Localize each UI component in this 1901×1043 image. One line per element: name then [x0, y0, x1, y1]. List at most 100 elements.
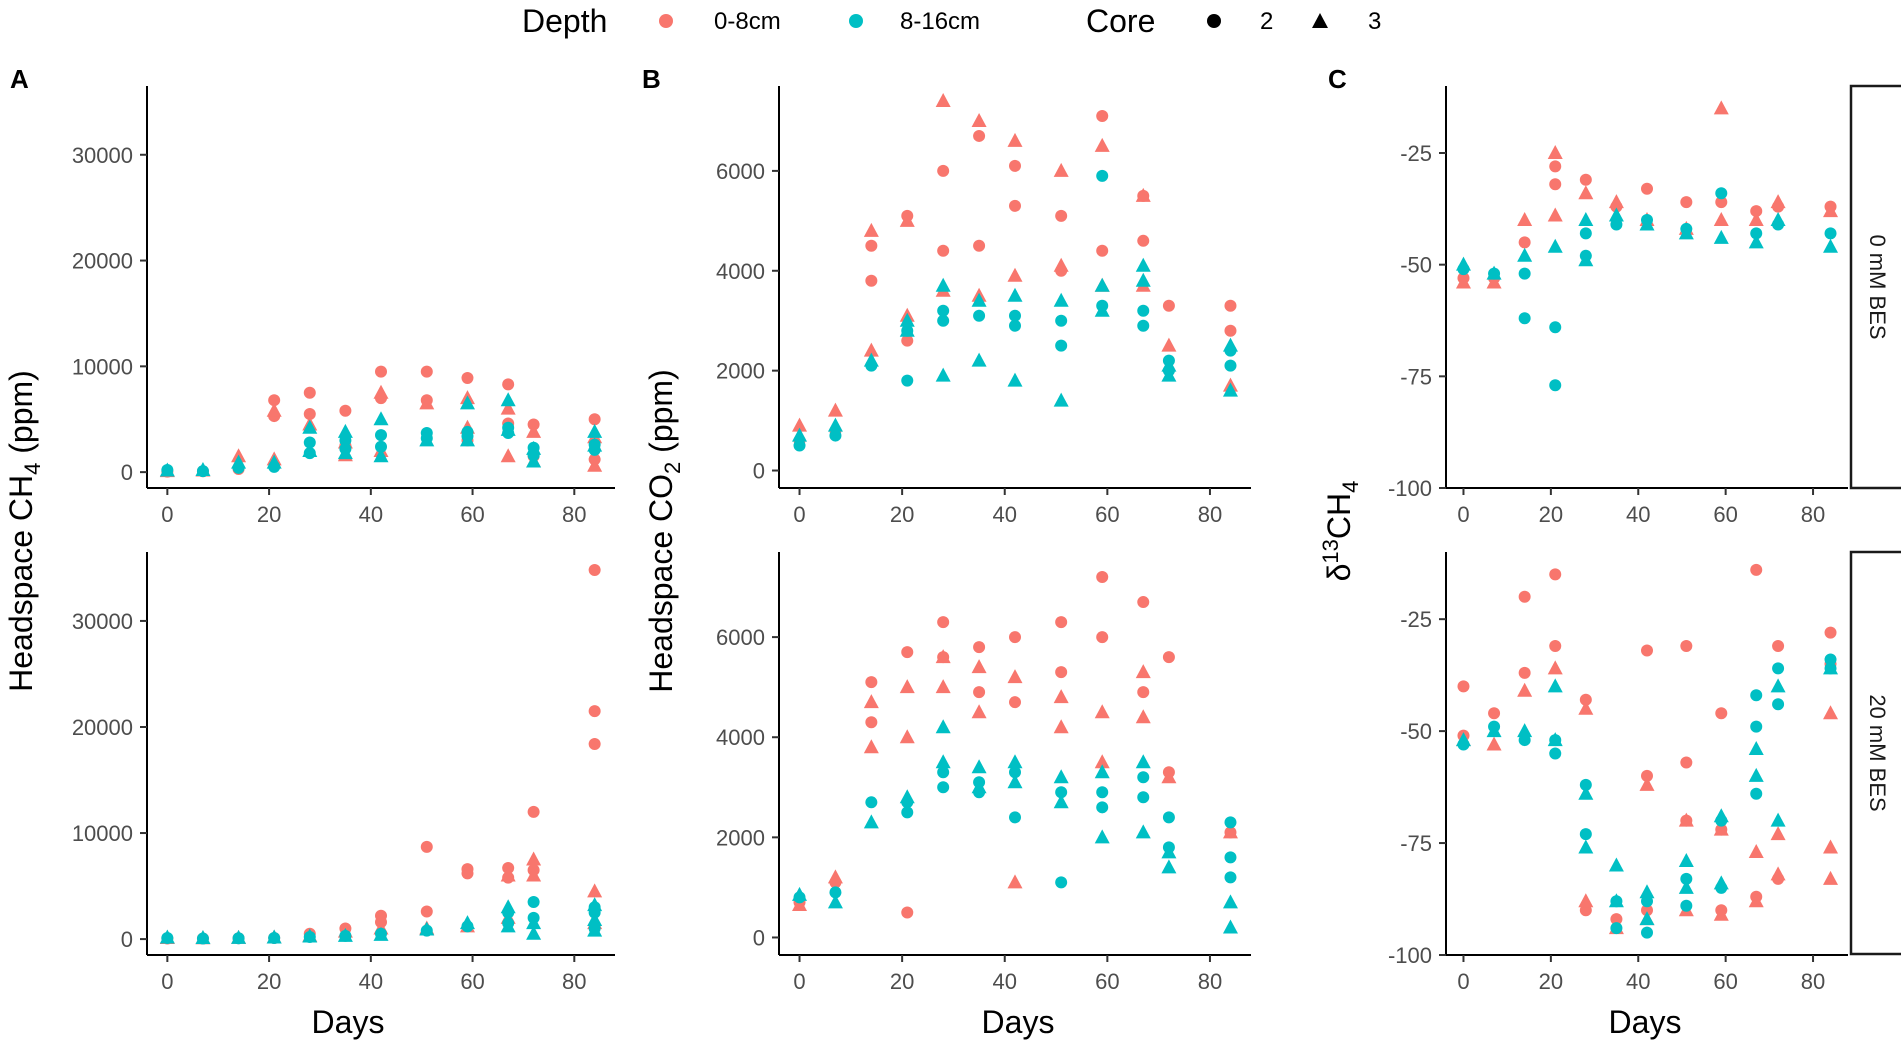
data-point-triangle — [159, 462, 175, 477]
x-tick-label-c-0mm: 80 — [1801, 502, 1825, 527]
data-point-triangle — [971, 659, 987, 674]
x-tick-label-b-20mm: 40 — [992, 969, 1016, 994]
data-point-circle — [303, 436, 316, 449]
data-point-circle — [1715, 196, 1728, 209]
y-tick-label-b-20mm: 6000 — [716, 625, 765, 650]
x-tick-label-a-0mm: 40 — [359, 502, 383, 527]
data-point-triangle — [1678, 852, 1694, 867]
data-point-triangle — [1517, 212, 1533, 226]
data-point-triangle — [373, 411, 389, 426]
data-point-triangle — [1770, 194, 1786, 209]
data-point-circle — [1772, 640, 1785, 653]
legend-label-0-8cm: 0-8cm — [714, 8, 781, 35]
data-point-circle — [1772, 662, 1785, 675]
data-point-triangle — [1678, 879, 1694, 894]
data-point-circle — [1579, 693, 1592, 706]
data-point-triangle — [159, 929, 175, 944]
data-point-triangle — [1748, 844, 1764, 859]
x-tick-label-c-0mm: 0 — [1457, 502, 1469, 527]
data-point-triangle — [1007, 754, 1023, 769]
legend-swatch-core-3 — [1312, 13, 1328, 28]
data-point-triangle — [1713, 808, 1729, 823]
data-point-triangle — [587, 457, 603, 472]
data-point-circle — [1549, 321, 1562, 334]
data-point-triangle — [587, 897, 603, 912]
x-tick-label-b-20mm: 20 — [890, 969, 914, 994]
data-point-circle — [1549, 379, 1562, 392]
data-point-triangle — [1007, 774, 1023, 789]
data-point-circle — [1457, 680, 1470, 693]
data-point-triangle — [827, 869, 843, 884]
data-point-triangle — [526, 453, 542, 468]
data-point-triangle — [526, 925, 542, 940]
data-point-circle — [1549, 747, 1562, 760]
facet-strip-20mm: 20 mM BES — [1849, 550, 1901, 956]
data-point-triangle — [792, 886, 808, 901]
data-point-circle — [1680, 872, 1693, 885]
data-point-circle — [1610, 922, 1623, 935]
x-tick-label-a-20mm: 60 — [460, 969, 484, 994]
data-point-circle — [1009, 696, 1021, 709]
y-tick-label-a-0mm: 30000 — [72, 143, 133, 168]
y-tick-label-b-0mm: 2000 — [716, 359, 765, 384]
legend: Depth 0-8cm 8-16cm Core 2 3 — [522, 3, 1381, 39]
data-point-triangle — [337, 927, 353, 942]
y-tick-label-a-20mm: 0 — [121, 927, 133, 952]
data-point-triangle — [459, 395, 475, 410]
data-point-triangle — [899, 312, 915, 327]
data-point-triangle — [935, 367, 951, 382]
data-point-triangle — [1823, 660, 1839, 675]
legend-core-title: Core — [1086, 3, 1155, 39]
data-point-triangle — [373, 448, 389, 463]
data-point-triangle — [1578, 252, 1594, 267]
data-point-triangle — [500, 899, 516, 914]
data-point-triangle — [1547, 660, 1563, 675]
data-point-triangle — [827, 894, 843, 909]
data-point-triangle — [1135, 664, 1151, 679]
legend-label-core-3: 3 — [1368, 8, 1381, 35]
data-point-triangle — [1639, 911, 1655, 926]
data-point-triangle — [1770, 212, 1786, 226]
data-point-circle — [1641, 644, 1653, 657]
data-point-triangle — [899, 789, 915, 804]
data-point-circle — [1824, 653, 1837, 666]
data-point-circle — [1680, 756, 1693, 769]
y-tick-label-b-0mm: 6000 — [716, 159, 765, 184]
data-point-circle — [1610, 913, 1623, 926]
data-point-circle — [973, 129, 986, 142]
data-point-circle — [588, 413, 601, 426]
data-point-triangle — [1007, 372, 1023, 387]
data-point-triangle — [1823, 870, 1839, 885]
data-point-circle — [1224, 816, 1237, 829]
data-point-triangle — [1053, 162, 1069, 177]
data-point-circle — [1549, 640, 1562, 653]
x-tick-label-c-0mm: 60 — [1713, 502, 1737, 527]
y-tick-label-b-20mm: 2000 — [716, 825, 765, 850]
data-point-circle — [1009, 811, 1021, 824]
data-point-triangle — [1678, 812, 1694, 827]
data-point-circle — [901, 806, 914, 819]
data-point-circle — [1137, 686, 1150, 699]
data-point-triangle — [526, 867, 542, 882]
data-point-triangle — [587, 912, 603, 927]
legend-swatch-0-8cm — [659, 14, 673, 28]
data-point-circle — [375, 440, 387, 453]
data-point-circle — [1137, 791, 1150, 804]
data-point-triangle — [1135, 187, 1151, 202]
data-point-circle — [1641, 182, 1653, 195]
data-point-triangle — [971, 292, 987, 307]
data-point-triangle — [1222, 919, 1238, 934]
data-point-triangle — [1222, 382, 1238, 397]
data-point-circle — [1518, 312, 1531, 325]
y-tick-label-a-20mm: 10000 — [72, 821, 133, 846]
data-point-circle — [865, 274, 878, 287]
data-point-triangle — [863, 222, 879, 237]
data-point-triangle — [1094, 302, 1110, 317]
legend-depth-title: Depth — [522, 3, 607, 39]
data-point-circle — [1009, 319, 1021, 332]
data-point-triangle — [302, 442, 318, 457]
data-point-triangle — [231, 454, 247, 469]
panel-letter-c: C — [1328, 64, 1347, 94]
